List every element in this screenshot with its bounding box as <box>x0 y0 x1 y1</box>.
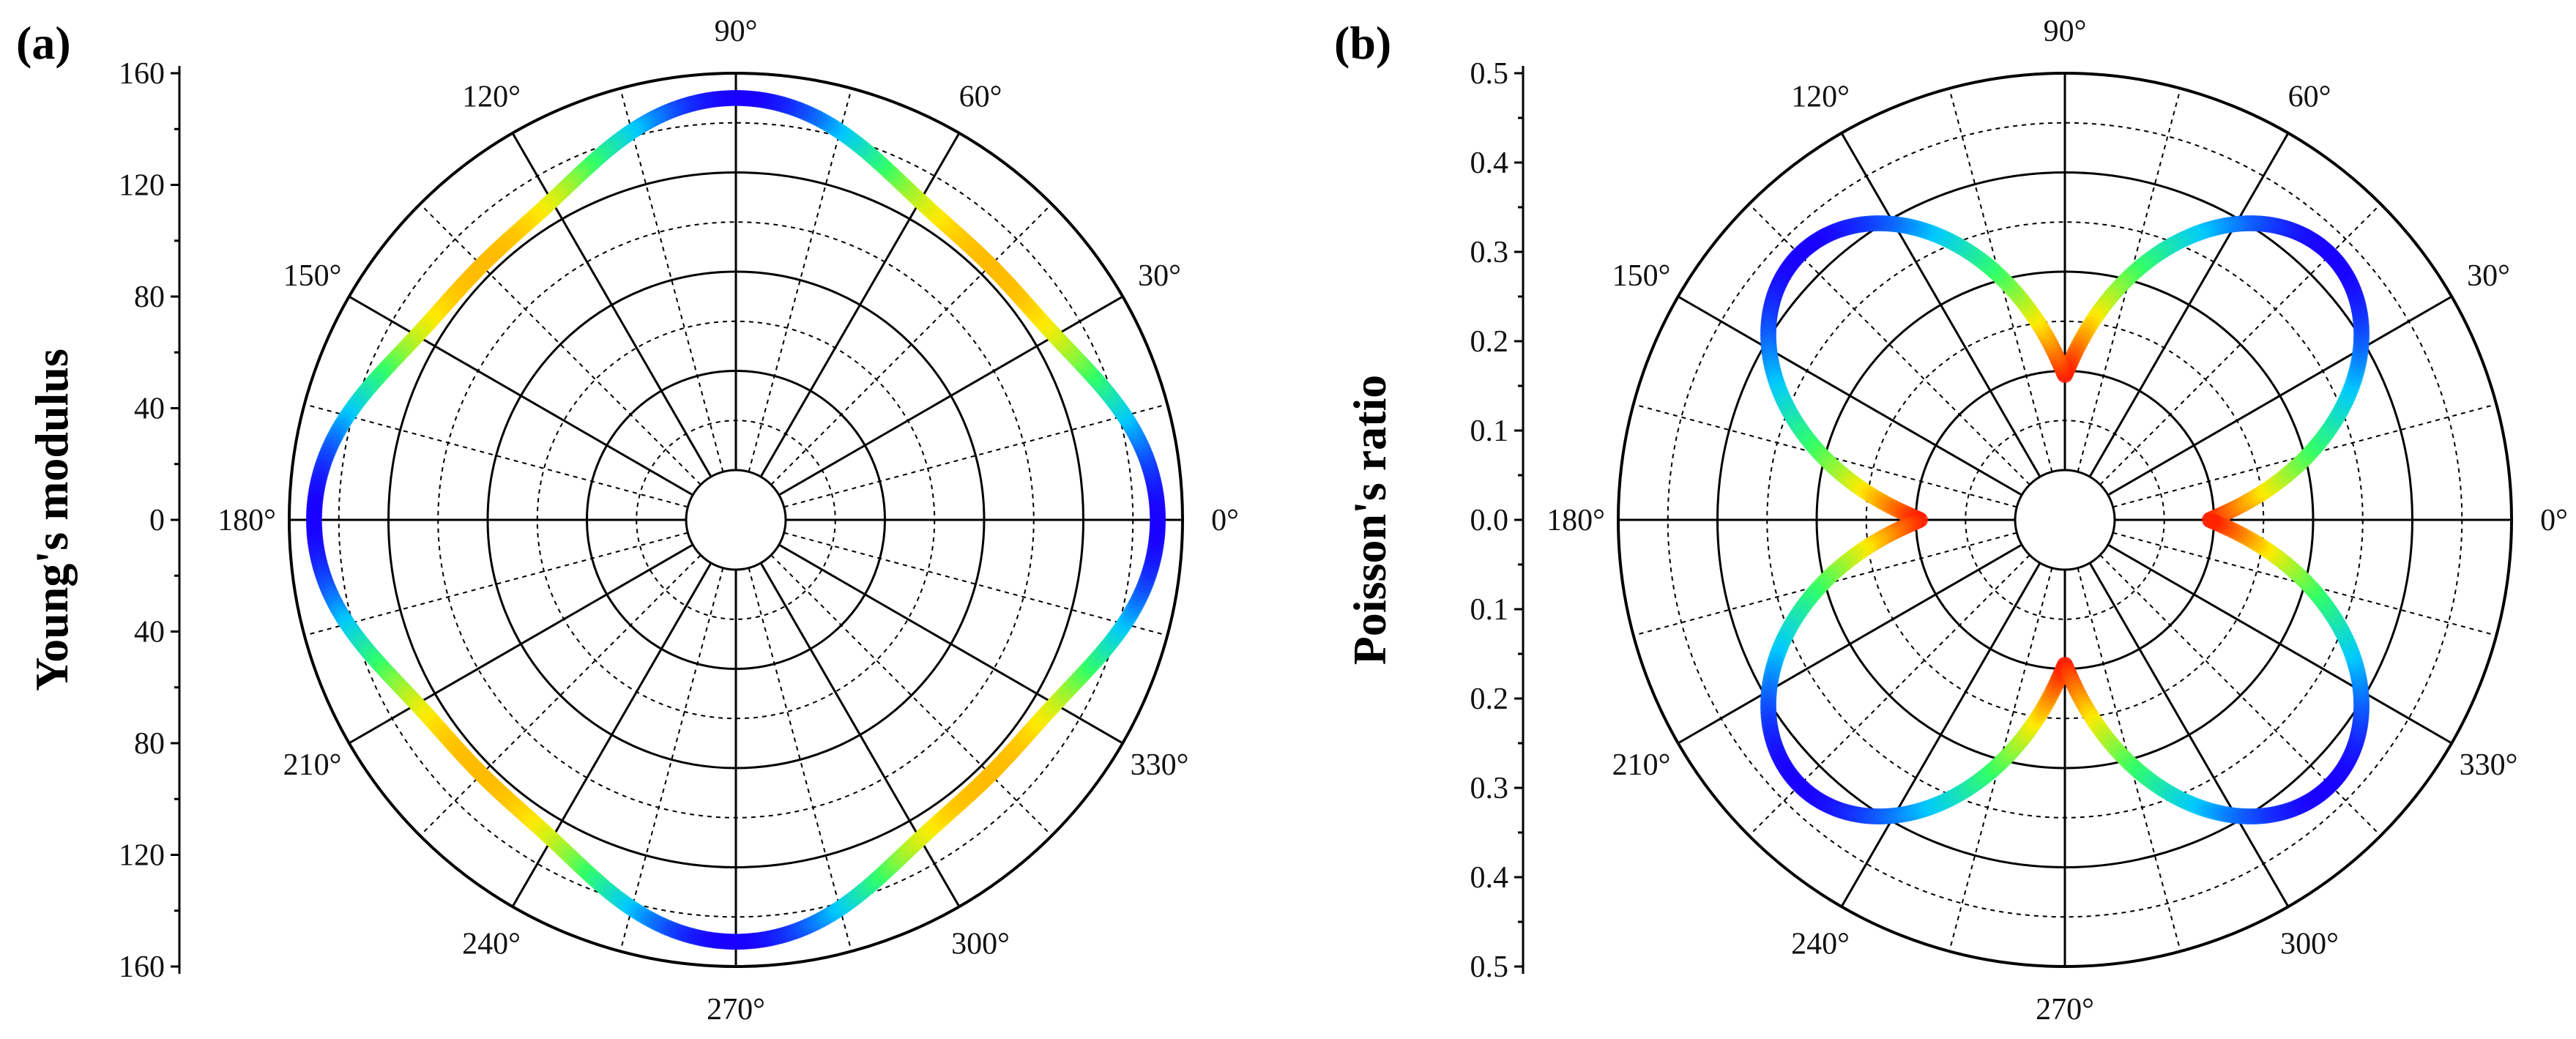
radial-tick-label: 0.5 <box>1470 57 1509 91</box>
radial-tick-label: 0.4 <box>1470 146 1509 180</box>
angle-label: 0° <box>1211 504 1239 537</box>
angle-label: 300° <box>2280 928 2339 961</box>
panel-a-ylabel: Young's modulus <box>26 349 78 691</box>
radial-tick-label: 120 <box>119 839 165 873</box>
angle-label: 210° <box>283 748 342 782</box>
angle-label: 120° <box>1791 80 1850 113</box>
panel-a-chart: (a) Young's modulus 160 120 80 40 0 40 80 120 16… <box>16 15 1239 1027</box>
radial-tick-label: 80 <box>134 280 165 314</box>
angle-label: 60° <box>2288 80 2331 113</box>
radial-tick-label: 0.5 <box>1470 950 1509 984</box>
panel-a-label: (a) <box>16 17 71 69</box>
radial-tick-label: 0.0 <box>1470 504 1509 537</box>
grid-spoke <box>511 132 712 477</box>
grid-spoke <box>348 543 693 745</box>
angle-label: 270° <box>2036 993 2094 1027</box>
angle-label: 30° <box>2467 259 2510 293</box>
radial-tick-label: 0.3 <box>1470 236 1509 269</box>
angle-label: 180° <box>217 504 276 537</box>
data-point <box>1150 515 1166 532</box>
radial-tick-label: 0.2 <box>1470 682 1509 716</box>
radial-tick-label: 160 <box>119 950 165 984</box>
angle-label: 240° <box>462 928 521 961</box>
grid-spoke <box>1677 295 2022 496</box>
panel-b-chart: (b) Poisson's ratio 0.5 0.4 0.3 0.2 0.1 0.0 0.… <box>1334 15 2568 1027</box>
radial-tick-label: 0.1 <box>1470 414 1509 448</box>
grid-spoke <box>778 295 1124 496</box>
grid-spoke <box>511 562 712 908</box>
panel-b-ylabel: Poisson's ratio <box>1344 375 1396 665</box>
radial-tick-label: 0.4 <box>1470 861 1509 895</box>
grid-spoke <box>348 295 693 496</box>
radial-tick-label: 160 <box>119 57 165 91</box>
grid-spoke <box>2088 132 2290 477</box>
data-point <box>2204 513 2221 529</box>
grid-spoke <box>1840 132 2041 477</box>
outer-ring <box>288 72 1184 968</box>
grid-spoke <box>1677 543 2022 745</box>
radial-tick-label: 0 <box>149 504 165 537</box>
radial-tick-label: 0.1 <box>1470 593 1509 627</box>
angle-label: 0° <box>2540 504 2568 537</box>
angle-label: 180° <box>1546 504 1605 537</box>
angle-label: 90° <box>2044 15 2087 48</box>
radial-tick-label: 0.3 <box>1470 772 1509 805</box>
grid-spoke <box>1840 562 2041 908</box>
angle-label: 150° <box>283 259 342 293</box>
grid-ring-inner <box>2014 469 2116 571</box>
grid-spoke <box>778 543 1124 745</box>
angle-label: 30° <box>1138 259 1181 293</box>
grid-ring-inner <box>685 469 787 571</box>
radial-tick-label: 0.2 <box>1470 325 1509 359</box>
angle-label: 300° <box>951 928 1010 961</box>
grid-spoke <box>759 132 961 477</box>
radial-tick-label: 120 <box>119 169 165 203</box>
angle-label: 330° <box>1131 748 1189 782</box>
radial-tick-label: 80 <box>134 727 165 761</box>
panel-b-label: (b) <box>1334 17 1391 69</box>
grid-spoke <box>2107 295 2453 496</box>
outer-ring <box>1617 72 2513 968</box>
angle-label: 240° <box>1791 928 1850 961</box>
angle-label: 60° <box>959 80 1002 113</box>
grid-spoke <box>759 562 961 908</box>
grid-spoke <box>2107 543 2453 745</box>
angle-label: 210° <box>1612 748 1671 782</box>
grid-spoke <box>2088 562 2290 908</box>
radial-tick-label: 40 <box>134 616 165 649</box>
angle-label: 120° <box>462 80 521 113</box>
angle-label: 270° <box>707 993 765 1027</box>
angle-label: 150° <box>1612 259 1671 293</box>
radial-tick-label: 40 <box>134 392 165 426</box>
angle-label: 330° <box>2460 748 2518 782</box>
angle-label: 90° <box>715 15 758 48</box>
